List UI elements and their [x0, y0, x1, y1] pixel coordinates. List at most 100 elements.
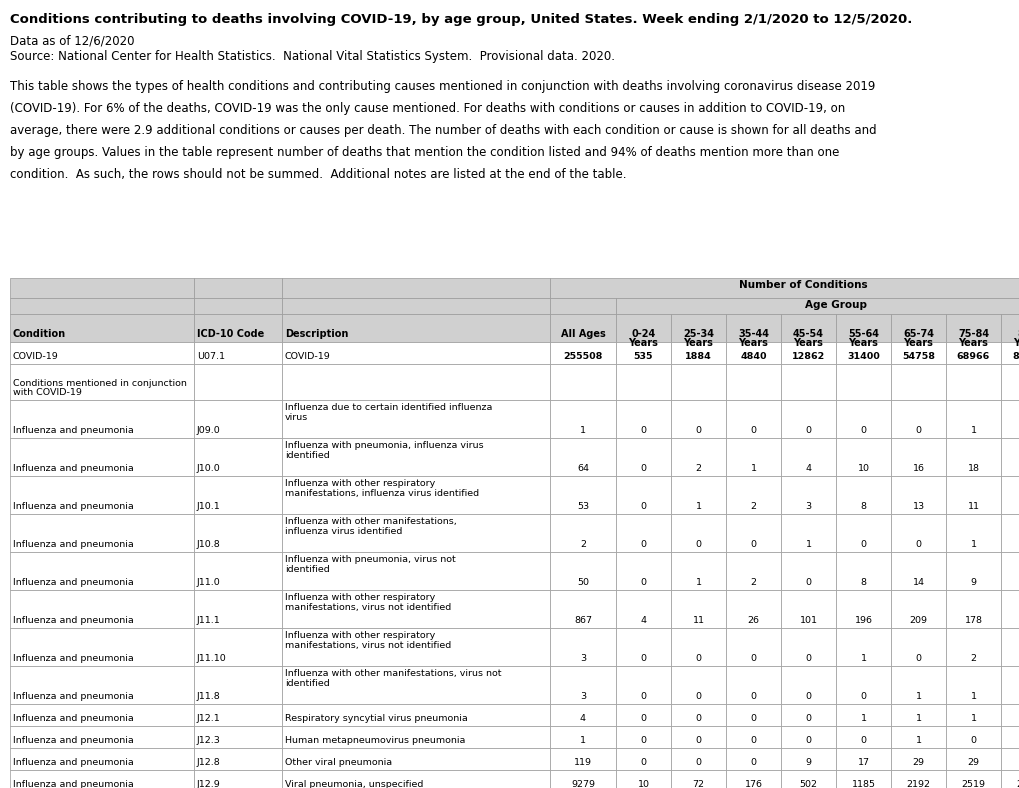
Bar	[281, 704, 549, 726]
Text: Description: Description	[284, 329, 348, 339]
Bar	[781, 438, 836, 476]
Bar	[836, 514, 891, 552]
Bar	[945, 314, 1000, 342]
Text: 119: 119	[574, 758, 591, 767]
Bar	[1000, 590, 1019, 628]
Text: 85+: 85+	[1017, 329, 1019, 339]
Bar	[726, 770, 781, 788]
Bar	[549, 314, 615, 342]
Text: 0: 0	[915, 654, 920, 663]
Bar	[836, 628, 891, 666]
Bar	[281, 314, 549, 342]
Text: 0: 0	[640, 464, 646, 473]
Bar	[281, 476, 549, 514]
Text: Influenza with pneumonia, virus not: Influenza with pneumonia, virus not	[284, 555, 455, 564]
Text: 9279: 9279	[571, 780, 594, 788]
Text: Conditions mentioned in conjunction: Conditions mentioned in conjunction	[13, 379, 186, 388]
Text: 0: 0	[860, 426, 866, 435]
Text: 502: 502	[799, 780, 816, 788]
Bar	[891, 476, 945, 514]
Bar	[836, 314, 891, 342]
Text: 3: 3	[580, 654, 586, 663]
Text: 0: 0	[640, 540, 646, 549]
Bar	[549, 552, 615, 590]
Bar	[1000, 628, 1019, 666]
Bar	[10, 278, 194, 298]
Text: 9: 9	[805, 758, 811, 767]
Text: 2: 2	[580, 540, 586, 549]
Text: All Ages: All Ages	[560, 329, 605, 339]
Bar	[194, 438, 281, 476]
Bar	[726, 726, 781, 748]
Bar	[194, 298, 281, 314]
Text: Influenza and pneumonia: Influenza and pneumonia	[13, 692, 133, 701]
Text: Influenza and pneumonia: Influenza and pneumonia	[13, 540, 133, 549]
Text: Influenza with other manifestations, virus not: Influenza with other manifestations, vir…	[284, 669, 501, 678]
Text: J11.1: J11.1	[197, 616, 220, 625]
Text: 0: 0	[805, 736, 811, 745]
Text: Years: Years	[793, 338, 822, 348]
Bar	[945, 514, 1000, 552]
Text: 4: 4	[640, 616, 646, 625]
Text: 0: 0	[750, 736, 756, 745]
Bar	[671, 514, 726, 552]
Text: 2623: 2623	[1016, 780, 1019, 788]
Bar	[194, 400, 281, 438]
Text: Age Group: Age Group	[804, 300, 866, 310]
Bar	[891, 364, 945, 400]
Bar	[281, 514, 549, 552]
Bar	[549, 400, 615, 438]
Bar	[194, 514, 281, 552]
Bar	[726, 314, 781, 342]
Bar	[615, 342, 671, 364]
Text: 0: 0	[695, 654, 701, 663]
Bar	[549, 590, 615, 628]
Bar	[10, 314, 194, 342]
Text: 0: 0	[805, 714, 811, 723]
Bar	[10, 770, 194, 788]
Text: identified: identified	[284, 565, 329, 574]
Text: COVID-19: COVID-19	[284, 352, 330, 361]
Text: Influenza and pneumonia: Influenza and pneumonia	[13, 736, 133, 745]
Text: 11: 11	[692, 616, 704, 625]
Text: Years: Years	[848, 338, 877, 348]
Bar	[615, 438, 671, 476]
Text: 0: 0	[750, 714, 756, 723]
Text: Years: Years	[683, 338, 712, 348]
Bar	[281, 364, 549, 400]
Bar	[836, 342, 891, 364]
Bar	[615, 364, 671, 400]
Bar	[1000, 748, 1019, 770]
Bar	[671, 314, 726, 342]
Text: 0: 0	[640, 692, 646, 701]
Bar	[781, 628, 836, 666]
Bar	[10, 514, 194, 552]
Bar	[281, 400, 549, 438]
Text: J12.3: J12.3	[197, 736, 221, 745]
Bar	[10, 748, 194, 770]
Bar	[781, 726, 836, 748]
Text: 0: 0	[915, 540, 920, 549]
Text: 13: 13	[912, 502, 923, 511]
Text: 0: 0	[695, 714, 701, 723]
Text: 31400: 31400	[847, 352, 879, 361]
Bar	[945, 770, 1000, 788]
Bar	[194, 666, 281, 704]
Bar	[281, 438, 549, 476]
Bar	[891, 628, 945, 666]
Bar	[615, 476, 671, 514]
Text: 10: 10	[857, 464, 868, 473]
Text: 80257: 80257	[1011, 352, 1019, 361]
Text: 11: 11	[967, 502, 978, 511]
Text: manifestations, virus not identified: manifestations, virus not identified	[284, 603, 450, 612]
Bar	[836, 400, 891, 438]
Bar	[836, 590, 891, 628]
Text: 0: 0	[695, 758, 701, 767]
Bar	[1000, 476, 1019, 514]
Text: 2519: 2519	[961, 780, 984, 788]
Bar	[10, 726, 194, 748]
Bar	[945, 748, 1000, 770]
Text: 1: 1	[969, 692, 975, 701]
Bar	[281, 590, 549, 628]
Text: J10.1: J10.1	[197, 502, 220, 511]
